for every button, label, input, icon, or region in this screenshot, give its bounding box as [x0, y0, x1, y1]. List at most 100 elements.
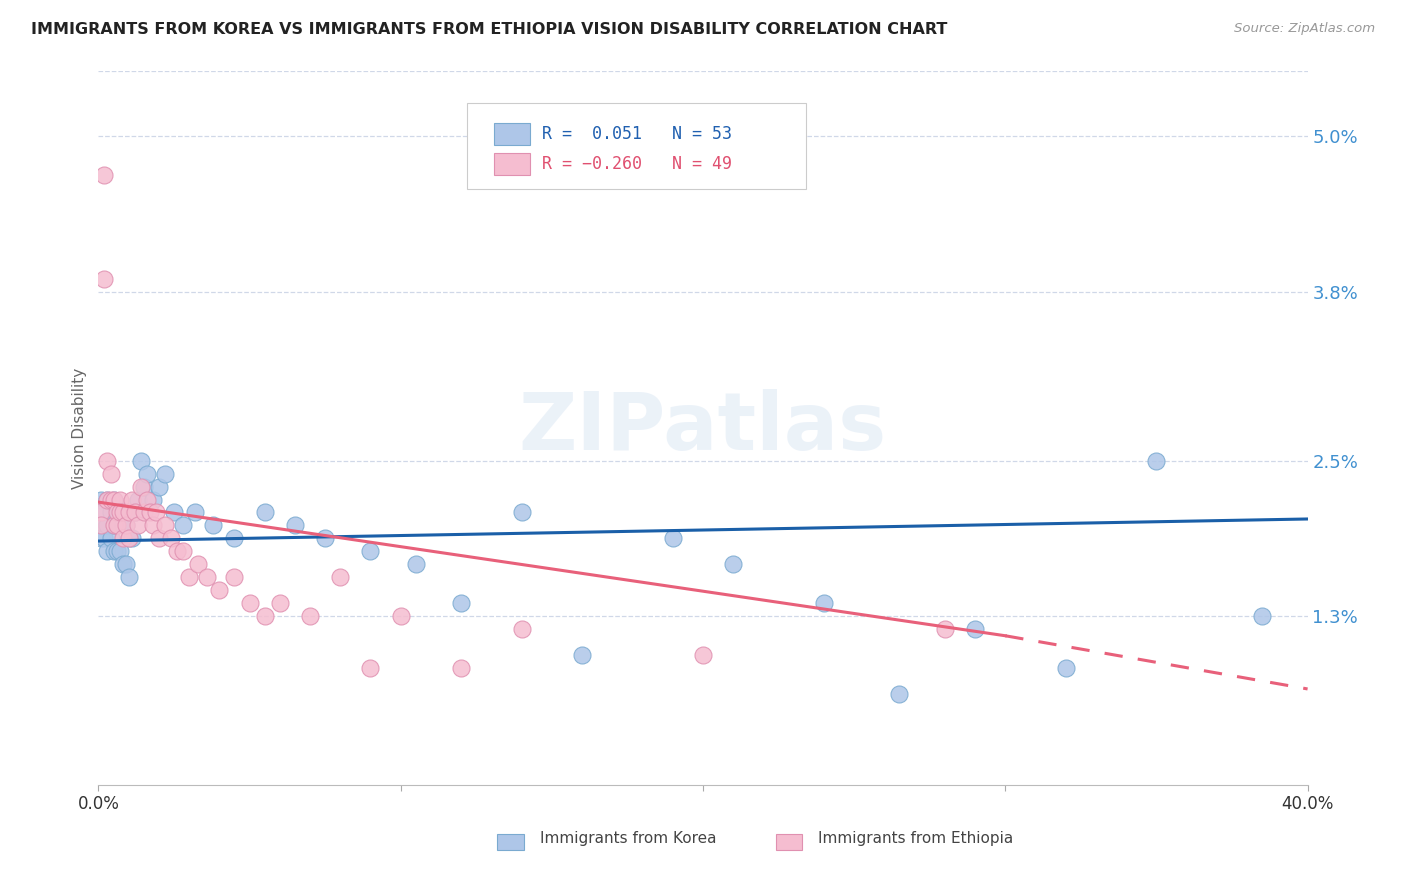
Point	[103, 518, 125, 533]
Point	[253, 506, 276, 520]
Point	[450, 596, 472, 610]
Point	[100, 532, 122, 546]
Point	[284, 518, 307, 533]
Point	[723, 558, 745, 572]
Point	[148, 532, 170, 546]
Y-axis label: Vision Disability: Vision Disability	[72, 368, 87, 489]
FancyBboxPatch shape	[467, 103, 806, 189]
Point	[90, 532, 112, 546]
Point	[111, 506, 134, 520]
Point	[96, 453, 118, 467]
Point	[114, 558, 136, 572]
Point	[187, 558, 209, 572]
Point	[195, 570, 218, 584]
Point	[114, 518, 136, 533]
Point	[114, 518, 136, 533]
Point	[224, 570, 246, 584]
Point	[118, 532, 141, 546]
Point	[90, 506, 112, 520]
Point	[124, 506, 146, 520]
Point	[360, 544, 382, 558]
Point	[100, 467, 122, 481]
Point	[103, 518, 125, 533]
Point	[93, 168, 115, 182]
Point	[108, 544, 131, 558]
Point	[239, 596, 262, 610]
Point	[253, 609, 276, 624]
Text: ZIPatlas: ZIPatlas	[519, 389, 887, 467]
Point	[100, 506, 122, 520]
Point	[692, 648, 714, 663]
Point	[510, 622, 533, 636]
Point	[571, 648, 593, 663]
Point	[96, 518, 118, 533]
Text: R = −0.260   N = 49: R = −0.260 N = 49	[543, 155, 733, 173]
Point	[139, 506, 162, 520]
Point	[129, 453, 152, 467]
Point	[208, 583, 231, 598]
Point	[142, 518, 165, 533]
Point	[934, 622, 956, 636]
Point	[96, 492, 118, 507]
Point	[135, 492, 157, 507]
Text: Source: ZipAtlas.com: Source: ZipAtlas.com	[1234, 22, 1375, 36]
Point	[118, 570, 141, 584]
Point	[1054, 661, 1077, 675]
Point	[224, 532, 246, 546]
Point	[127, 518, 149, 533]
Text: IMMIGRANTS FROM KOREA VS IMMIGRANTS FROM ETHIOPIA VISION DISABILITY CORRELATION : IMMIGRANTS FROM KOREA VS IMMIGRANTS FROM…	[31, 22, 948, 37]
Point	[172, 518, 194, 533]
Text: Immigrants from Ethiopia: Immigrants from Ethiopia	[818, 831, 1014, 846]
Point	[111, 532, 134, 546]
Point	[103, 492, 125, 507]
Point	[299, 609, 322, 624]
Point	[105, 518, 128, 533]
Point	[124, 506, 146, 520]
Point	[202, 518, 225, 533]
Point	[118, 506, 141, 520]
Point	[127, 492, 149, 507]
Point	[813, 596, 835, 610]
Point	[179, 570, 201, 584]
Point	[148, 479, 170, 493]
Point	[96, 544, 118, 558]
Point	[108, 506, 131, 520]
Point	[145, 506, 167, 520]
Point	[118, 532, 141, 546]
Point	[93, 532, 115, 546]
Point	[450, 661, 472, 675]
Point	[889, 687, 911, 701]
Point	[172, 544, 194, 558]
Text: R =  0.051   N = 53: R = 0.051 N = 53	[543, 125, 733, 143]
Point	[105, 544, 128, 558]
Point	[93, 506, 115, 520]
Point	[90, 492, 112, 507]
FancyBboxPatch shape	[494, 123, 530, 145]
Point	[111, 518, 134, 533]
Text: Immigrants from Korea: Immigrants from Korea	[540, 831, 716, 846]
Point	[405, 558, 427, 572]
Point	[314, 532, 336, 546]
Point	[105, 518, 128, 533]
Point	[184, 506, 207, 520]
Point	[100, 492, 122, 507]
FancyBboxPatch shape	[498, 834, 524, 850]
Point	[160, 532, 183, 546]
Point	[965, 622, 987, 636]
Point	[389, 609, 412, 624]
FancyBboxPatch shape	[494, 153, 530, 175]
Point	[269, 596, 291, 610]
Point	[129, 479, 152, 493]
Point	[93, 272, 115, 286]
Point	[121, 492, 143, 507]
Point	[661, 532, 683, 546]
Point	[1251, 609, 1274, 624]
Point	[329, 570, 352, 584]
Point	[103, 544, 125, 558]
Point	[163, 506, 186, 520]
Point	[153, 518, 176, 533]
Point	[360, 661, 382, 675]
Point	[90, 518, 112, 533]
Point	[105, 506, 128, 520]
Point	[108, 492, 131, 507]
